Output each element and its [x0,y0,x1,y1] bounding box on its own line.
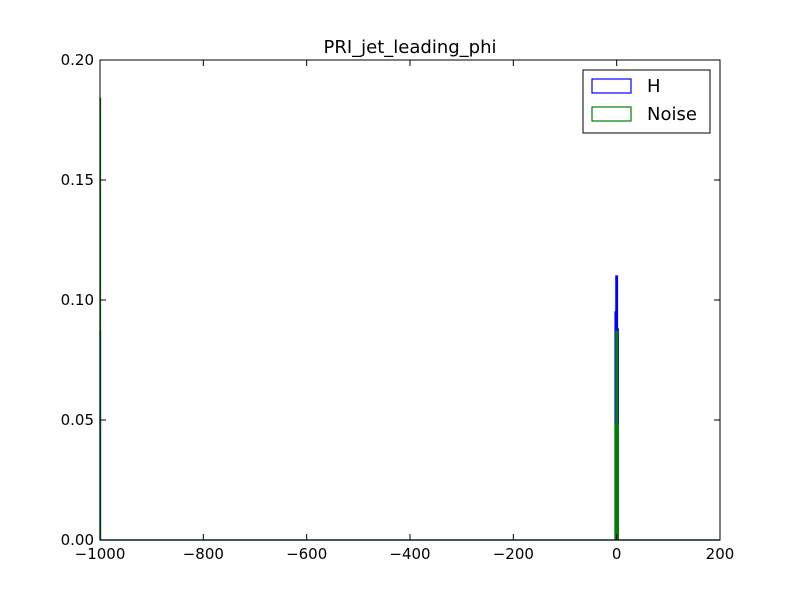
x-tick-label: −400 [389,545,430,563]
x-tick-label: −600 [286,545,327,563]
chart-title: PRI_jet_leading_phi [323,37,496,58]
x-tick-label: −800 [183,545,224,563]
x-tick-label: 200 [706,545,735,563]
y-tick-label: 0.20 [61,51,94,69]
legend-swatch-h [591,78,632,94]
legend-label-h: H [647,76,661,97]
y-tick-label: 0.10 [61,291,94,309]
x-tick-label: 0 [612,545,622,563]
legend-label-noise: Noise [647,104,697,125]
legend-box [582,69,711,134]
y-tick-label: 0.05 [61,411,94,429]
legend-swatch-noise [591,106,632,122]
histogram-bin-noise-4 [616,424,619,540]
ticks-layer: −1000 −800 −600 −400 −200 0 200 0.00 0.05 0.10 0.1… [61,51,735,563]
plot-frame [99,59,721,541]
x-tick-label: −1000 [75,545,126,563]
x-tick-label: −200 [493,545,534,563]
y-tick-label: 0.00 [61,531,94,549]
legend: H Noise [582,69,711,134]
y-tick-label: 0.15 [61,171,94,189]
